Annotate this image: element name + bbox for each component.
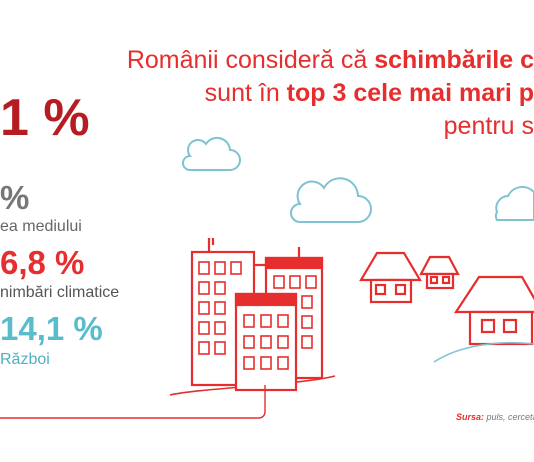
headline: Românii consideră că schimbările c sunt … bbox=[74, 44, 534, 143]
cloud-icon bbox=[182, 136, 241, 171]
headline-text: sunt în bbox=[204, 79, 287, 107]
headline-text: Românii consideră că bbox=[126, 46, 375, 74]
buildings-icon bbox=[190, 238, 324, 392]
house-icon bbox=[419, 255, 460, 290]
connector-line bbox=[0, 385, 266, 419]
source-text: puls, cercetă bbox=[484, 412, 534, 422]
house-icon bbox=[359, 251, 422, 304]
cloud-icon bbox=[494, 186, 534, 221]
headline-line-1: Românii consideră că schimbările c bbox=[74, 44, 534, 77]
stat-label-climate: nimbări climatice bbox=[0, 284, 120, 301]
headline-bold: top 3 cele mai mari p bbox=[286, 79, 534, 107]
cloud-icon bbox=[290, 177, 372, 223]
headline-bold: schimbările c bbox=[374, 46, 534, 74]
headline-line-2: sunt în top 3 cele mai mari p bbox=[74, 77, 534, 110]
house-icon bbox=[453, 275, 534, 346]
stat-label-war: Război bbox=[0, 351, 50, 368]
headline-line-3: pentru s bbox=[443, 112, 534, 140]
source-note: Sursa: puls, cercetă bbox=[456, 412, 534, 422]
stat-value-environment: % bbox=[0, 179, 30, 216]
source-label: Sursa: bbox=[456, 412, 485, 422]
hill-line bbox=[433, 341, 534, 363]
big-stat-value: 1 % bbox=[0, 89, 90, 147]
stat-label-environment: ea mediului bbox=[0, 218, 82, 235]
stat-value-climate: 6,8 % bbox=[0, 244, 85, 281]
stat-value-war: 14,1 % bbox=[0, 310, 103, 347]
